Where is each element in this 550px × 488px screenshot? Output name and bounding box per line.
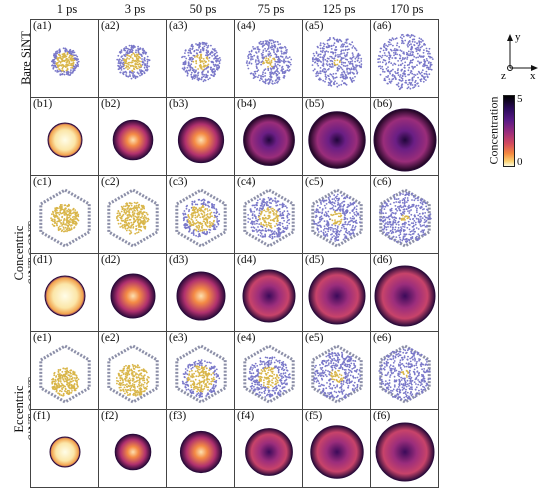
panel-label: (d2) [101,254,121,266]
colorbar-label-text: Concentration [486,96,501,164]
column-header-1: 1 ps [56,2,78,16]
panel-label: (a4) [237,20,256,32]
panel-d1: (d1) [30,253,99,332]
panel-e6: (e6) [370,331,439,410]
panel-label: (f6) [373,410,391,422]
panel-c6: (c6) [370,175,439,254]
panel-e1: (e1) [30,331,99,410]
panel-label: (d6) [373,254,393,266]
panel-a2: (a2) [98,19,167,98]
panel-b3: (b3) [166,97,235,176]
panel-f4: (f4) [234,409,303,488]
panel-label: (e1) [33,332,52,344]
panel-f1: (f1) [30,409,99,488]
panel-label: (b6) [373,98,393,110]
panel-a3: (a3) [166,19,235,98]
panel-label: (c4) [237,176,256,188]
panel-d2: (d2) [98,253,167,332]
panel-label: (e5) [305,332,324,344]
panel-label: (c5) [305,176,324,188]
concentric-line1: Concentric [12,225,27,281]
panel-c5: (c5) [302,175,371,254]
panel-b6: (b6) [370,97,439,176]
panel-label: (b5) [305,98,325,110]
axis-z-label: z [501,70,506,80]
panel-d4: (d4) [234,253,303,332]
panel-f3: (f3) [166,409,235,488]
colorbar-min-tick: 0 [517,156,523,168]
panel-b2: (b2) [98,97,167,176]
column-header-5: 125 ps [322,2,356,16]
panel-c1: (c1) [30,175,99,254]
eccentric-line1: Eccentric [12,385,27,433]
panel-label: (f2) [101,410,119,422]
panel-label: (d1) [33,254,53,266]
panel-label: (a2) [101,20,120,32]
panel-c4: (c4) [234,175,303,254]
panel-label: (a5) [305,20,324,32]
panel-label: (d4) [237,254,257,266]
panel-label: (e3) [169,332,188,344]
axis-y-label: y [515,31,521,43]
panel-e5: (e5) [302,331,371,410]
panel-label: (a3) [169,20,188,32]
panel-label: (f3) [169,410,187,422]
panel-label: (b4) [237,98,257,110]
colorbar-max-tick: 5 [517,93,523,105]
panel-e3: (e3) [166,331,235,410]
panel-label: (c3) [169,176,188,188]
panel-c2: (c2) [98,175,167,254]
axes-indicator: y x z [501,31,538,80]
column-header-2: 3 ps [124,2,146,16]
panel-label: (b3) [169,98,189,110]
panel-b1: (b1) [30,97,99,176]
panel-e2: (e2) [98,331,167,410]
colorbar-label: Concentration [484,80,504,180]
panel-d3: (d3) [166,253,235,332]
panel-label: (c6) [373,176,392,188]
axis-x-label: x [530,70,536,80]
column-header-4: 75 ps [257,2,285,16]
panel-label: (a1) [33,20,52,32]
panel-label: (f4) [237,410,255,422]
panel-label: (d5) [305,254,325,266]
panel-label: (f1) [33,410,51,422]
panel-d6: (d6) [370,253,439,332]
panel-label: (a6) [373,20,392,32]
panel-label: (e4) [237,332,256,344]
panel-a5: (a5) [302,19,371,98]
panel-label: (e2) [101,332,120,344]
panel-label: (e6) [373,332,392,344]
panel-b4: (b4) [234,97,303,176]
panel-d5: (d5) [302,253,371,332]
panel-e4: (e4) [234,331,303,410]
panel-c3: (c3) [166,175,235,254]
column-header-3: 50 ps [189,2,217,16]
panel-f6: (f6) [370,409,439,488]
panel-b5: (b5) [302,97,371,176]
panel-label: (b2) [101,98,121,110]
panel-label: (b1) [33,98,53,110]
panel-grid: (a1) (a2) (a3) (a4) (a5) (a6) (b1) (b2) (b3) (b4)… [30,19,439,488]
panel-label: (c2) [101,176,120,188]
panel-label: (f5) [305,410,323,422]
panel-f5: (f5) [302,409,371,488]
colorbar [503,95,515,167]
panel-a1: (a1) [30,19,99,98]
panel-label: (c1) [33,176,52,188]
panel-a4: (a4) [234,19,303,98]
panel-f2: (f2) [98,409,167,488]
column-header-6: 170 ps [390,2,424,16]
panel-label: (d3) [169,254,189,266]
panel-a6: (a6) [370,19,439,98]
